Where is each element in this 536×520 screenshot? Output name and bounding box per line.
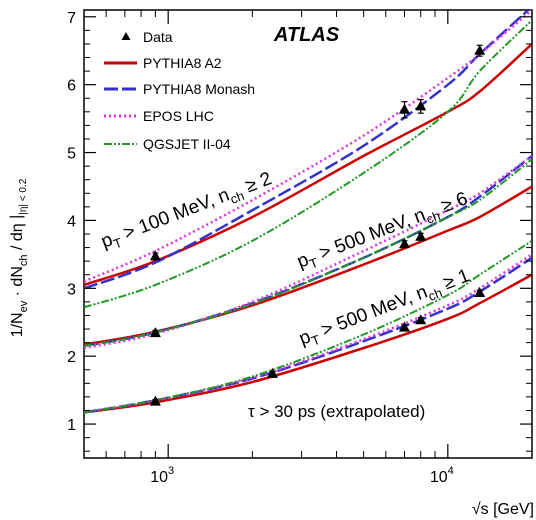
y-tick-label: 4 — [67, 213, 76, 230]
x-axis-title: √s [GeV] — [472, 501, 534, 518]
data-point — [415, 100, 427, 111]
legend-marker-data — [121, 32, 131, 40]
y-tick-label: 1 — [67, 417, 76, 434]
legend-label-qgsjet: QGSJET II-04 — [143, 136, 231, 152]
data-point — [474, 44, 486, 55]
legend: Data PYTHIA8 A2 PYTHIA8 Monash EPOS LHC … — [104, 29, 255, 152]
y-tick-label: 5 — [67, 146, 76, 163]
data-point — [149, 395, 161, 406]
data-point — [266, 367, 278, 378]
legend-label-pythia8-a2: PYTHIA8 A2 — [143, 55, 222, 71]
legend-label-data: Data — [143, 29, 173, 45]
experiment-label: ATLAS — [273, 24, 340, 46]
x-tick-label: 103 — [150, 465, 174, 486]
y-tick-label: 2 — [67, 349, 76, 366]
x-tick-label: 104 — [430, 465, 454, 486]
legend-label-pythia8-monash: PYTHIA8 Monash — [143, 81, 255, 97]
data-point — [149, 327, 161, 338]
data-point — [415, 314, 427, 325]
y-tick-label: 3 — [67, 281, 76, 298]
axes: 1 2 3 4 5 6 7 103 104 — [67, 10, 533, 486]
y-axis-title: 1/Nev · dNch / dη ||η| < 0.2 — [8, 178, 30, 337]
y-tick-label: 7 — [67, 10, 76, 27]
y-tick-label: 6 — [67, 78, 76, 95]
series-line-epos-lhc-set2 — [84, 154, 532, 350]
series-line-qgsjet-ii-04-set1 — [84, 19, 532, 309]
data-point — [149, 250, 161, 261]
data-points — [149, 44, 486, 406]
series-line-pythia8-monash-set2 — [84, 154, 532, 348]
legend-label-epos-lhc: EPOS LHC — [143, 108, 214, 124]
series-line-epos-lhc-set1 — [84, 10, 532, 283]
lifetime-note: τ > 30 ps (extrapolated) — [248, 402, 425, 421]
data-point — [399, 321, 411, 332]
data-point — [415, 230, 427, 241]
data-point — [399, 238, 411, 249]
data-point — [474, 287, 486, 298]
data-point — [399, 103, 411, 114]
